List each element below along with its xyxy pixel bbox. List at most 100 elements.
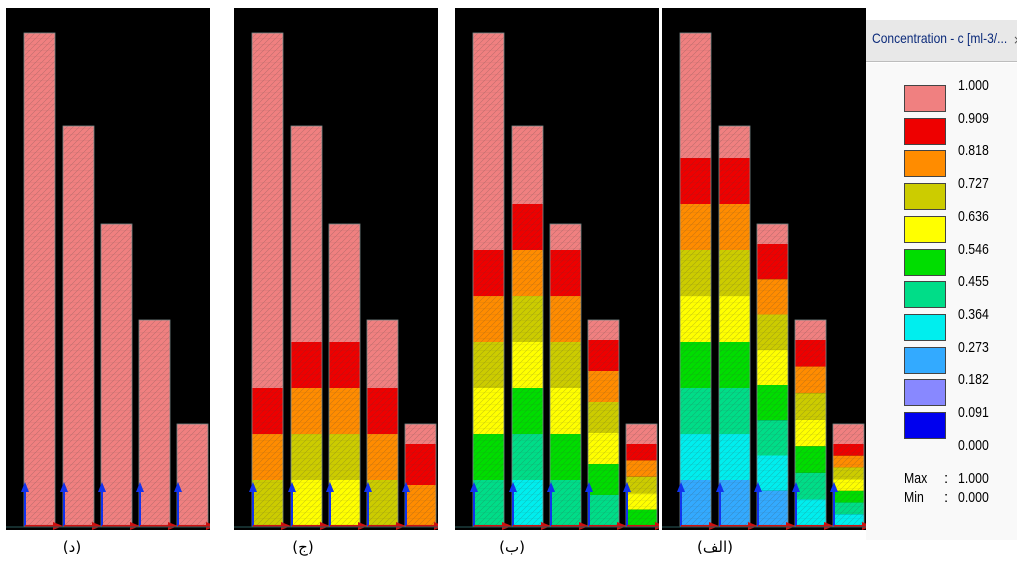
mesh-overlay (550, 434, 581, 480)
legend-min-label: Min (904, 489, 924, 506)
legend-swatch (904, 412, 946, 439)
mesh-overlay (291, 388, 322, 434)
mesh-overlay (512, 250, 543, 296)
legend-max-sep: : (944, 470, 949, 487)
y-axis-arrowhead (509, 482, 517, 492)
mesh-overlay (795, 320, 826, 340)
y-axis-arrowhead (364, 482, 372, 492)
mesh-overlay (367, 480, 398, 526)
mesh-overlay (291, 434, 322, 480)
mesh-overlay (719, 250, 750, 296)
x-axis-arrowhead (862, 522, 866, 530)
legend-tick-label: 0.273 (958, 338, 989, 356)
legend-swatch (904, 379, 946, 407)
mesh-overlay (512, 434, 543, 480)
legend-max-label: Max (904, 470, 928, 487)
mesh-overlay (588, 340, 619, 371)
mesh-overlay (473, 33, 504, 250)
mesh-overlay (588, 433, 619, 464)
legend-tick-label: 1.000 (958, 77, 989, 94)
mesh-overlay (757, 420, 788, 456)
x-axis-arrowhead (434, 522, 438, 530)
legend-min-value: 0.000 (958, 489, 989, 506)
mesh-overlay (626, 460, 657, 477)
close-icon[interactable]: × (1013, 33, 1017, 47)
x-axis-arrowhead (206, 522, 210, 530)
legend-tick-label: 0.636 (958, 207, 989, 225)
mesh-overlay (626, 493, 657, 510)
x-axis-arrowhead (709, 522, 719, 530)
legend-min-sep: : (944, 489, 949, 506)
mesh-overlay (795, 393, 826, 420)
y-axis-arrowhead (60, 482, 68, 492)
mesh-overlay (512, 126, 543, 204)
legend-swatch (904, 346, 946, 374)
x-axis-arrowhead (396, 522, 406, 530)
mesh-overlay (757, 224, 788, 244)
mesh-overlay (719, 296, 750, 342)
mesh-overlay (757, 490, 788, 526)
y-axis-arrowhead (288, 482, 296, 492)
mesh-overlay (588, 320, 619, 340)
legend-swatch (904, 183, 946, 211)
mesh-overlay (329, 388, 360, 434)
mesh-overlay (719, 342, 750, 388)
x-axis-arrowhead (786, 522, 796, 530)
y-axis-arrowhead (547, 482, 555, 492)
mesh-overlay (367, 388, 398, 434)
mesh-overlay (588, 464, 619, 495)
mesh-overlay (329, 480, 360, 526)
x-axis-arrowhead (320, 522, 330, 530)
y-axis-arrowhead (326, 482, 334, 492)
mesh-overlay (473, 296, 504, 342)
mesh-overlay (139, 320, 170, 526)
mesh-overlay (719, 388, 750, 434)
mesh-overlay (473, 480, 504, 526)
x-axis-arrowhead (358, 522, 368, 530)
legend-tick-label: 0.091 (958, 404, 989, 421)
legend-swatch (904, 248, 946, 276)
mesh-overlay (512, 342, 543, 388)
legend-swatch (904, 281, 946, 309)
mesh-overlay (329, 342, 360, 388)
mesh-overlay (680, 204, 711, 250)
mesh-overlay (833, 502, 864, 515)
mesh-overlay (512, 388, 543, 434)
mesh-overlay (680, 342, 711, 388)
diagram-panel (455, 8, 659, 530)
y-axis-arrowhead (21, 482, 29, 492)
mesh-overlay (177, 424, 208, 526)
mesh-overlay (405, 485, 436, 526)
mesh-overlay (329, 434, 360, 480)
mesh-overlay (291, 126, 322, 342)
y-axis-arrowhead (585, 482, 593, 492)
mesh-overlay (833, 467, 864, 480)
y-axis-arrowhead (98, 482, 106, 492)
legend-tick-label: 0.000 (958, 436, 989, 454)
x-axis-arrowhead (92, 522, 102, 530)
y-axis-arrowhead (623, 482, 631, 492)
mesh-overlay (680, 434, 711, 480)
mesh-overlay (833, 424, 864, 444)
mesh-overlay (719, 480, 750, 526)
y-axis-arrowhead (470, 482, 478, 492)
mesh-overlay (795, 366, 826, 394)
legend-tick-label: 0.909 (958, 109, 989, 127)
mesh-overlay (291, 480, 322, 526)
y-axis-arrowhead (754, 482, 762, 492)
x-axis-arrowhead (281, 522, 291, 530)
x-axis-arrowhead (824, 522, 834, 530)
y-axis-arrowhead (716, 482, 724, 492)
legend-titlebar[interactable]: Concentration - c [ml-3/... × (866, 20, 1017, 62)
mesh-overlay (252, 434, 283, 480)
legend-tick-label: 0.546 (958, 240, 989, 258)
mesh-overlay (550, 224, 581, 250)
mesh-overlay (473, 250, 504, 296)
mesh-overlay (63, 126, 94, 526)
mesh-overlay (719, 158, 750, 204)
x-axis-arrowhead (130, 522, 140, 530)
mesh-overlay (473, 388, 504, 434)
x-axis-arrowhead (168, 522, 178, 530)
panel-caption: (ج) (292, 538, 314, 556)
mesh-overlay (719, 434, 750, 480)
